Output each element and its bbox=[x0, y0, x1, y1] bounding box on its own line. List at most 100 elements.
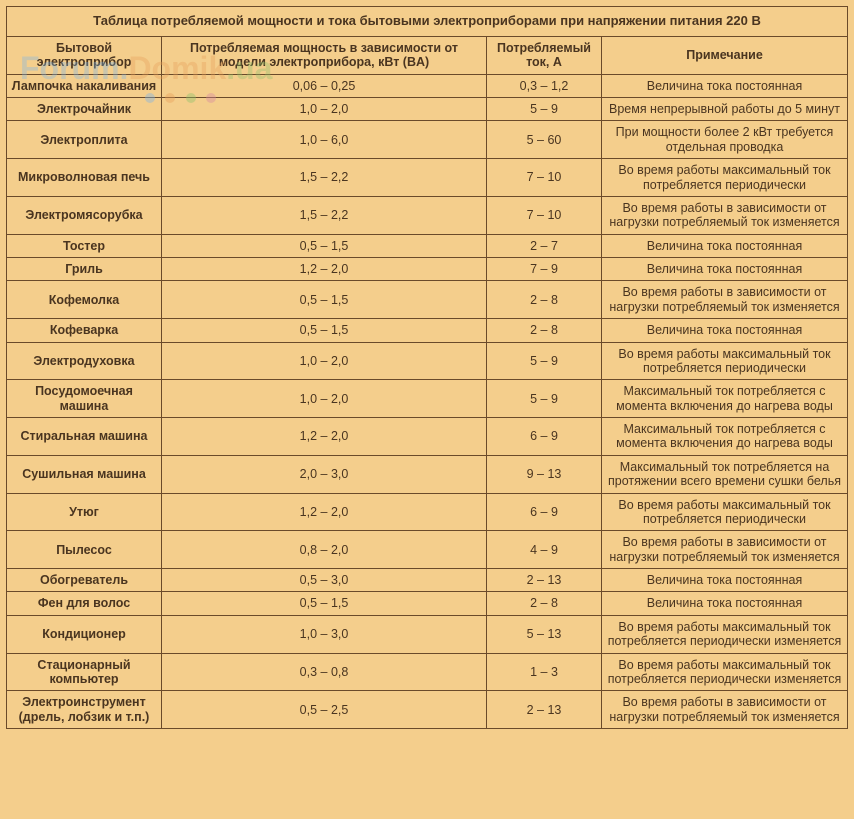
cell-note: При мощности более 2 кВт требуется отдел… bbox=[602, 121, 848, 159]
cell-appliance: Утюг bbox=[7, 493, 162, 531]
cell-note: Во время работы максимальный ток потребл… bbox=[602, 342, 848, 380]
cell-note: Во время работы в зависимости от нагрузк… bbox=[602, 281, 848, 319]
cell-power: 1,2 – 2,0 bbox=[162, 258, 487, 281]
cell-appliance: Посудомоечная машина bbox=[7, 380, 162, 418]
cell-note: Во время работы в зависимости от нагрузк… bbox=[602, 196, 848, 234]
cell-power: 0,5 – 1,5 bbox=[162, 319, 487, 342]
cell-appliance: Кондиционер bbox=[7, 615, 162, 653]
cell-note: Во время работы максимальный ток потребл… bbox=[602, 653, 848, 691]
col-header-appliance: Бытовой электроприбор bbox=[7, 36, 162, 74]
table-title-row: Таблица потребляемой мощности и тока быт… bbox=[7, 7, 848, 37]
cell-note: Величина тока постоянная bbox=[602, 258, 848, 281]
cell-current: 7 – 10 bbox=[487, 196, 602, 234]
cell-appliance: Тостер bbox=[7, 234, 162, 257]
cell-power: 1,2 – 2,0 bbox=[162, 418, 487, 456]
table-row: Стационарный компьютер0,3 – 0,81 – 3Во в… bbox=[7, 653, 848, 691]
table-row: Тостер0,5 – 1,52 – 7Величина тока постоя… bbox=[7, 234, 848, 257]
cell-power: 0,06 – 0,25 bbox=[162, 74, 487, 97]
cell-current: 2 – 8 bbox=[487, 281, 602, 319]
table-row: Электромясорубка1,5 – 2,27 – 10Во время … bbox=[7, 196, 848, 234]
table-row: Электродуховка1,0 – 2,05 – 9Во время раб… bbox=[7, 342, 848, 380]
cell-power: 0,5 – 2,5 bbox=[162, 691, 487, 729]
cell-power: 1,2 – 2,0 bbox=[162, 493, 487, 531]
cell-current: 2 – 8 bbox=[487, 592, 602, 615]
cell-current: 7 – 9 bbox=[487, 258, 602, 281]
cell-power: 1,0 – 2,0 bbox=[162, 98, 487, 121]
table-header-row: Бытовой электроприбор Потребляемая мощно… bbox=[7, 36, 848, 74]
cell-current: 2 – 8 bbox=[487, 319, 602, 342]
table-row: Микроволновая печь1,5 – 2,27 – 10Во врем… bbox=[7, 159, 848, 197]
table-wrapper: Forum.Domik.ua Таблица потребляемой мощн… bbox=[0, 0, 854, 819]
cell-note: Время непрерывной работы до 5 минут bbox=[602, 98, 848, 121]
cell-note: Максимальный ток потребляется с момента … bbox=[602, 380, 848, 418]
table-row: Утюг1,2 – 2,06 – 9Во время работы максим… bbox=[7, 493, 848, 531]
cell-current: 2 – 13 bbox=[487, 569, 602, 592]
table-row: Посудомоечная машина1,0 – 2,05 – 9Максим… bbox=[7, 380, 848, 418]
cell-note: Во время работы в зависимости от нагрузк… bbox=[602, 531, 848, 569]
cell-appliance: Стационарный компьютер bbox=[7, 653, 162, 691]
col-header-note: Примечание bbox=[602, 36, 848, 74]
cell-appliance: Электроинструмент (дрель, лобзик и т.п.) bbox=[7, 691, 162, 729]
cell-power: 1,0 – 2,0 bbox=[162, 342, 487, 380]
cell-power: 0,5 – 1,5 bbox=[162, 592, 487, 615]
col-header-power: Потребляемая мощность в зависимости от м… bbox=[162, 36, 487, 74]
cell-power: 0,5 – 3,0 bbox=[162, 569, 487, 592]
table-row: Кофемолка0,5 – 1,52 – 8Во время работы в… bbox=[7, 281, 848, 319]
cell-appliance: Микроволновая печь bbox=[7, 159, 162, 197]
cell-appliance: Фен для волос bbox=[7, 592, 162, 615]
table-row: Сушильная машина2,0 – 3,09 – 13Максималь… bbox=[7, 455, 848, 493]
cell-appliance: Кофеварка bbox=[7, 319, 162, 342]
cell-power: 1,0 – 2,0 bbox=[162, 380, 487, 418]
cell-current: 4 – 9 bbox=[487, 531, 602, 569]
cell-power: 0,3 – 0,8 bbox=[162, 653, 487, 691]
cell-power: 1,0 – 3,0 bbox=[162, 615, 487, 653]
table-row: Гриль1,2 – 2,07 – 9Величина тока постоян… bbox=[7, 258, 848, 281]
cell-power: 1,5 – 2,2 bbox=[162, 159, 487, 197]
cell-appliance: Кофемолка bbox=[7, 281, 162, 319]
table-row: Обогреватель0,5 – 3,02 – 13Величина тока… bbox=[7, 569, 848, 592]
table-row: Фен для волос0,5 – 1,52 – 8Величина тока… bbox=[7, 592, 848, 615]
cell-note: Во время работы максимальный ток потребл… bbox=[602, 159, 848, 197]
power-consumption-table: Таблица потребляемой мощности и тока быт… bbox=[6, 6, 848, 729]
cell-appliance: Лампочка накаливания bbox=[7, 74, 162, 97]
cell-current: 5 – 9 bbox=[487, 380, 602, 418]
cell-power: 2,0 – 3,0 bbox=[162, 455, 487, 493]
table-row: Пылесос0,8 – 2,04 – 9Во время работы в з… bbox=[7, 531, 848, 569]
cell-note: Максимальный ток потребляется на протяже… bbox=[602, 455, 848, 493]
cell-note: Величина тока постоянная bbox=[602, 74, 848, 97]
cell-current: 2 – 7 bbox=[487, 234, 602, 257]
cell-note: Во время работы в зависимости от нагрузк… bbox=[602, 691, 848, 729]
table-row: Электрочайник1,0 – 2,05 – 9Время непреры… bbox=[7, 98, 848, 121]
cell-appliance: Электромясорубка bbox=[7, 196, 162, 234]
table-row: Электроинструмент (дрель, лобзик и т.п.)… bbox=[7, 691, 848, 729]
cell-power: 0,5 – 1,5 bbox=[162, 234, 487, 257]
cell-appliance: Сушильная машина bbox=[7, 455, 162, 493]
cell-note: Величина тока постоянная bbox=[602, 592, 848, 615]
cell-appliance: Стиральная машина bbox=[7, 418, 162, 456]
cell-note: Величина тока постоянная bbox=[602, 319, 848, 342]
cell-current: 6 – 9 bbox=[487, 493, 602, 531]
table-body: Лампочка накаливания0,06 – 0,250,3 – 1,2… bbox=[7, 74, 848, 728]
cell-appliance: Гриль bbox=[7, 258, 162, 281]
cell-note: Величина тока постоянная bbox=[602, 234, 848, 257]
cell-current: 5 – 13 bbox=[487, 615, 602, 653]
cell-power: 1,0 – 6,0 bbox=[162, 121, 487, 159]
cell-current: 5 – 9 bbox=[487, 98, 602, 121]
table-title: Таблица потребляемой мощности и тока быт… bbox=[7, 7, 848, 37]
cell-current: 0,3 – 1,2 bbox=[487, 74, 602, 97]
cell-note: Максимальный ток потребляется с момента … bbox=[602, 418, 848, 456]
table-row: Кофеварка0,5 – 1,52 – 8Величина тока пос… bbox=[7, 319, 848, 342]
cell-appliance: Электрочайник bbox=[7, 98, 162, 121]
table-row: Стиральная машина1,2 – 2,06 – 9Максималь… bbox=[7, 418, 848, 456]
cell-current: 7 – 10 bbox=[487, 159, 602, 197]
cell-power: 0,5 – 1,5 bbox=[162, 281, 487, 319]
cell-appliance: Электродуховка bbox=[7, 342, 162, 380]
cell-note: Величина тока постоянная bbox=[602, 569, 848, 592]
table-row: Электроплита1,0 – 6,05 – 60При мощности … bbox=[7, 121, 848, 159]
cell-appliance: Электроплита bbox=[7, 121, 162, 159]
col-header-current: Потребляемый ток, A bbox=[487, 36, 602, 74]
cell-appliance: Пылесос bbox=[7, 531, 162, 569]
table-row: Лампочка накаливания0,06 – 0,250,3 – 1,2… bbox=[7, 74, 848, 97]
table-row: Кондиционер1,0 – 3,05 – 13Во время работ… bbox=[7, 615, 848, 653]
cell-appliance: Обогреватель bbox=[7, 569, 162, 592]
